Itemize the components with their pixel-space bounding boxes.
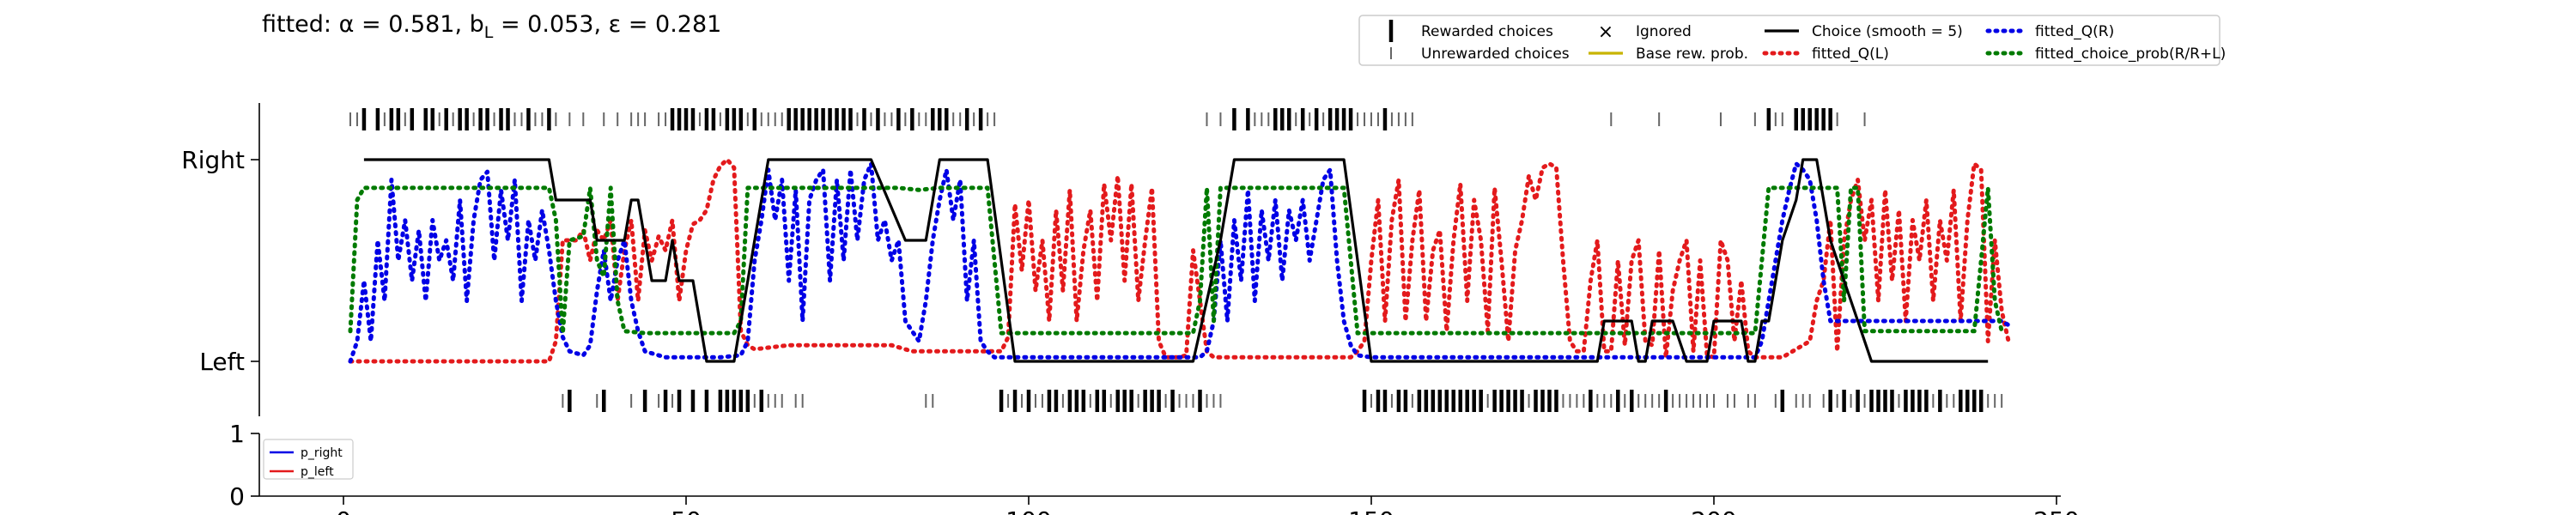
bottom-y-tick-label: 0 [229,482,245,511]
series-choice-line [363,158,1989,363]
x-tick-label: 200 [1691,506,1736,515]
bottom-legend-frame [263,439,354,480]
legend-qleft-label: fitted_Q(L) [1812,45,1889,63]
probability-plot: 0 1 0 50 100 150 200 250 p_right p_left [229,420,2080,515]
x-tick-label: 150 [1348,506,1394,515]
chart-title: fitted: α = 0.581, bL = 0.053, ε = 0.281 [262,11,721,42]
legend-choice-label: Choice (smooth = 5) [1812,23,1963,40]
x-tick-label: 250 [2033,506,2079,515]
bottom-y-tick-label: 1 [229,420,245,448]
legend-p_right-label: p_right [301,446,343,460]
legend-base-label: Base rew. prob. [1636,45,1748,63]
legend-rewarded-label: Rewarded choices [1421,23,1553,40]
legend-qright-label: fitted_Q(R) [2035,23,2114,40]
legend-cprob-label: fitted_choice_prob(R/R+L) [2035,45,2226,63]
y-tick-label: Right [181,146,245,174]
legend-unrewarded-label: Unrewarded choices [1421,45,1570,63]
x-tick-label: 100 [1005,506,1051,515]
legend-p_left-label: p_left [301,465,334,479]
main-legend: Rewarded choices Unrewarded choices × Ignor… [1358,15,2226,66]
series-cprob-line [348,185,2004,336]
x-tick-label: 0 [336,506,351,515]
legend-ignored-handle: × [1598,21,1613,43]
legend-ignored-label: Ignored [1636,23,1692,40]
main-plot: Left Right [181,103,2011,416]
series-qright-line [348,161,2011,364]
x-tick-label: 50 [671,506,702,515]
y-tick-label: Left [199,348,245,376]
